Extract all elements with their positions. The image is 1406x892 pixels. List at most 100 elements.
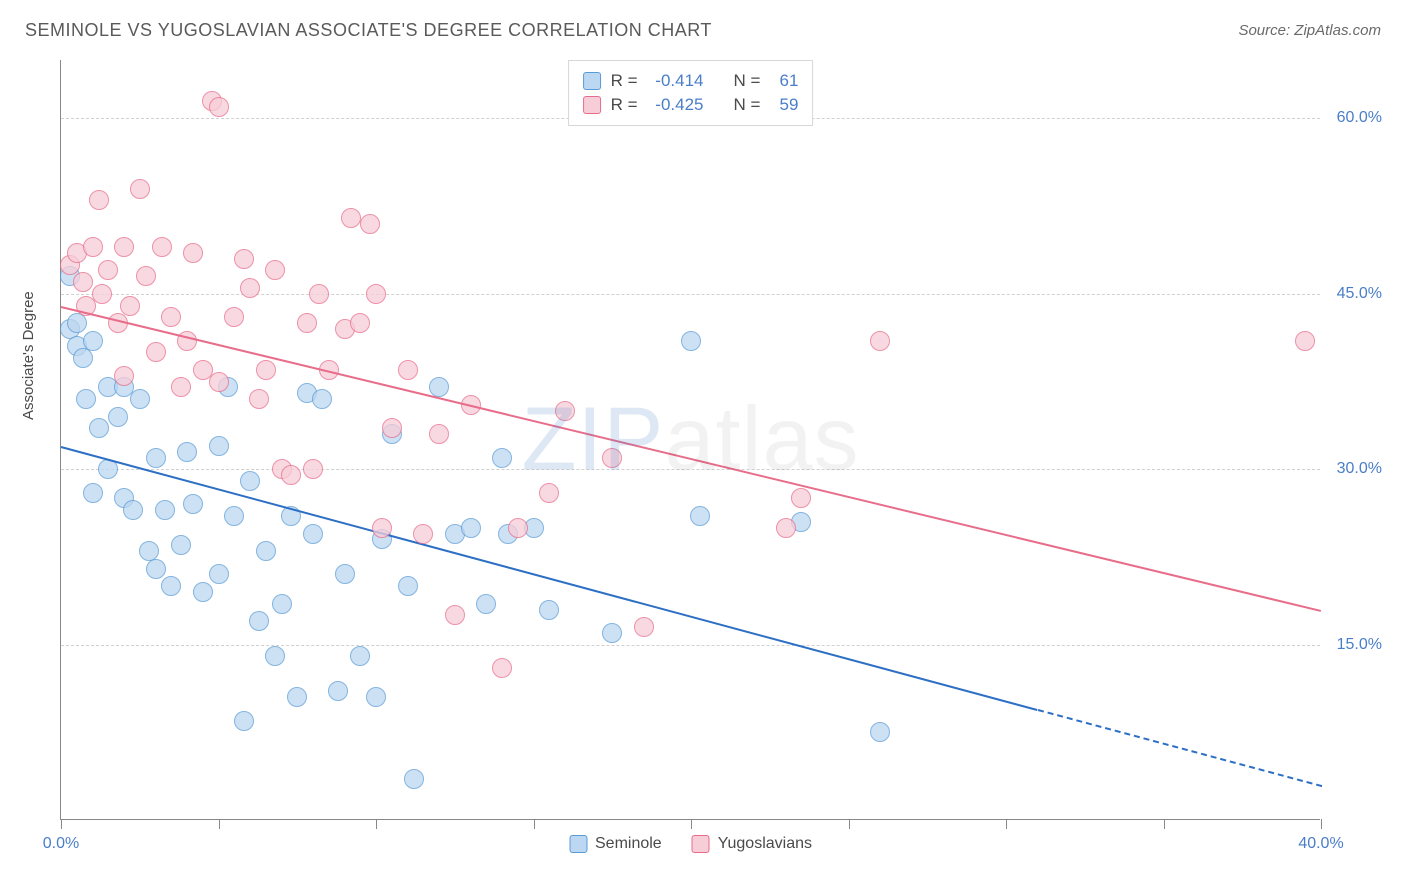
data-point bbox=[177, 331, 197, 351]
data-point bbox=[350, 313, 370, 333]
data-point bbox=[492, 658, 512, 678]
data-point bbox=[335, 564, 355, 584]
data-point bbox=[123, 500, 143, 520]
data-point bbox=[89, 190, 109, 210]
data-point bbox=[634, 617, 654, 637]
data-point bbox=[287, 687, 307, 707]
swatch-icon bbox=[569, 835, 587, 853]
data-point bbox=[240, 278, 260, 298]
data-point bbox=[146, 448, 166, 468]
stats-row: R = -0.425 N = 59 bbox=[583, 93, 799, 117]
chart-title: SEMINOLE VS YUGOSLAVIAN ASSOCIATE'S DEGR… bbox=[25, 20, 712, 41]
data-point bbox=[130, 179, 150, 199]
data-point bbox=[136, 266, 156, 286]
data-point bbox=[152, 237, 172, 257]
data-point bbox=[193, 582, 213, 602]
data-point bbox=[398, 576, 418, 596]
data-point bbox=[92, 284, 112, 304]
data-point bbox=[870, 722, 890, 742]
data-point bbox=[265, 260, 285, 280]
data-point bbox=[73, 272, 93, 292]
x-tick bbox=[376, 819, 377, 829]
watermark-zip: ZIP bbox=[521, 389, 664, 489]
data-point bbox=[492, 448, 512, 468]
data-point bbox=[602, 448, 622, 468]
data-point bbox=[265, 646, 285, 666]
watermark-atlas: atlas bbox=[664, 389, 859, 489]
r-value: -0.425 bbox=[648, 93, 704, 117]
data-point bbox=[870, 331, 890, 351]
data-point bbox=[249, 611, 269, 631]
data-point bbox=[366, 687, 386, 707]
y-tick-label: 60.0% bbox=[1337, 109, 1382, 127]
data-point bbox=[690, 506, 710, 526]
data-point bbox=[73, 348, 93, 368]
data-point bbox=[372, 518, 392, 538]
data-point bbox=[297, 313, 317, 333]
data-point bbox=[224, 506, 244, 526]
data-point bbox=[146, 342, 166, 362]
swatch-icon bbox=[583, 96, 601, 114]
data-point bbox=[171, 535, 191, 555]
legend-label: Yugoslavians bbox=[718, 835, 812, 853]
data-point bbox=[155, 500, 175, 520]
y-axis-label: Associate's Degree bbox=[20, 291, 37, 420]
data-point bbox=[429, 377, 449, 397]
data-point bbox=[508, 518, 528, 538]
data-point bbox=[83, 483, 103, 503]
x-tick bbox=[1164, 819, 1165, 829]
data-point bbox=[234, 711, 254, 731]
data-point bbox=[209, 372, 229, 392]
data-point bbox=[312, 389, 332, 409]
data-point bbox=[98, 260, 118, 280]
legend-item: Yugoslavians bbox=[692, 835, 812, 853]
x-tick bbox=[1321, 819, 1322, 829]
x-tick bbox=[219, 819, 220, 829]
stats-legend: R = -0.414 N = 61 R = -0.425 N = 59 bbox=[568, 60, 814, 126]
data-point bbox=[303, 524, 323, 544]
trend-line bbox=[1037, 709, 1321, 787]
n-value: 59 bbox=[770, 93, 798, 117]
y-tick-label: 30.0% bbox=[1337, 460, 1382, 478]
plot-area: ZIPatlas R = -0.414 N = 61 R = -0.425 N … bbox=[60, 60, 1320, 820]
data-point bbox=[67, 313, 87, 333]
gridline bbox=[61, 645, 1320, 646]
data-point bbox=[120, 296, 140, 316]
data-point bbox=[303, 459, 323, 479]
series-legend: Seminole Yugoslavians bbox=[569, 835, 812, 853]
data-point bbox=[281, 465, 301, 485]
x-tick bbox=[691, 819, 692, 829]
data-point bbox=[429, 424, 449, 444]
data-point bbox=[146, 559, 166, 579]
r-label: R = bbox=[611, 93, 638, 117]
data-point bbox=[209, 436, 229, 456]
data-point bbox=[83, 237, 103, 257]
data-point bbox=[404, 769, 424, 789]
data-point bbox=[366, 284, 386, 304]
data-point bbox=[776, 518, 796, 538]
data-point bbox=[177, 442, 197, 462]
trend-line bbox=[61, 306, 1321, 612]
n-value: 61 bbox=[770, 69, 798, 93]
data-point bbox=[360, 214, 380, 234]
data-point bbox=[224, 307, 244, 327]
data-point bbox=[249, 389, 269, 409]
chart-source: Source: ZipAtlas.com bbox=[1238, 22, 1381, 39]
data-point bbox=[398, 360, 418, 380]
data-point bbox=[234, 249, 254, 269]
y-tick-label: 45.0% bbox=[1337, 285, 1382, 303]
x-tick bbox=[1006, 819, 1007, 829]
x-tick-label: 40.0% bbox=[1298, 835, 1343, 853]
data-point bbox=[130, 389, 150, 409]
n-label: N = bbox=[734, 93, 761, 117]
data-point bbox=[461, 518, 481, 538]
swatch-icon bbox=[583, 72, 601, 90]
data-point bbox=[539, 600, 559, 620]
data-point bbox=[309, 284, 329, 304]
r-value: -0.414 bbox=[648, 69, 704, 93]
data-point bbox=[1295, 331, 1315, 351]
data-point bbox=[76, 389, 96, 409]
data-point bbox=[256, 360, 276, 380]
data-point bbox=[350, 646, 370, 666]
data-point bbox=[272, 594, 292, 614]
